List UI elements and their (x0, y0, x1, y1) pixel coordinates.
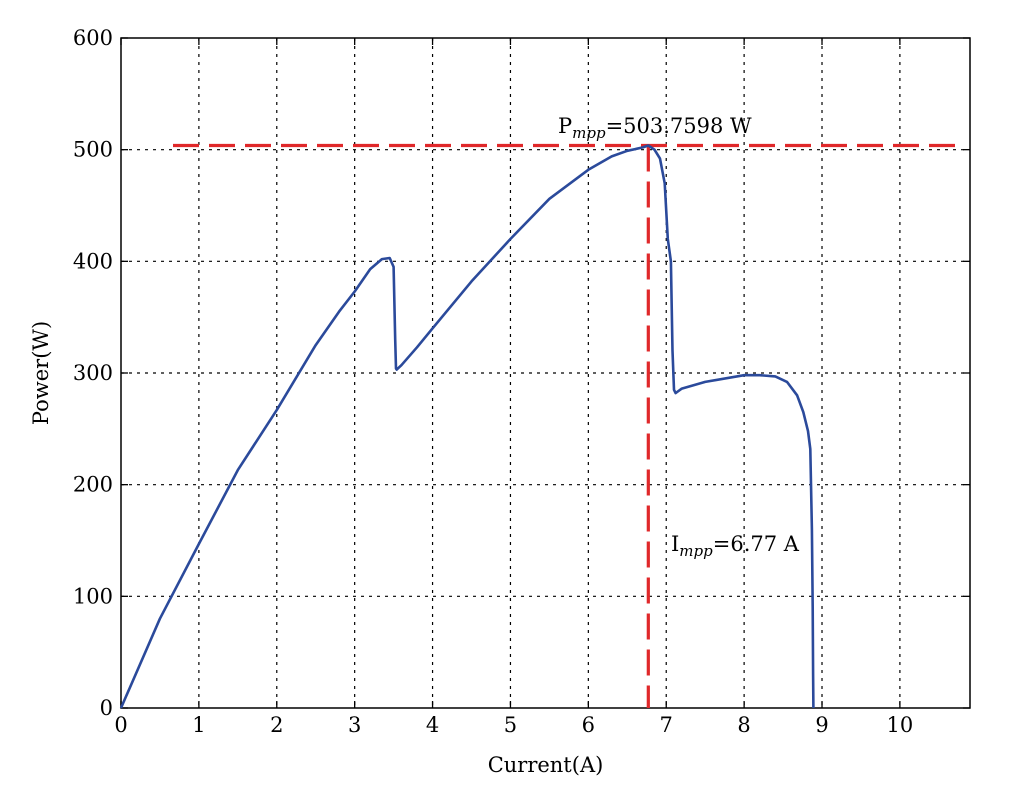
power-curve-series (119, 144, 815, 709)
y-tick-label: 600 (73, 26, 113, 50)
y-tick-label: 400 (73, 249, 113, 273)
y-tick-label: 300 (73, 361, 113, 385)
x-tick-label: 5 (504, 713, 517, 737)
x-tick-label: 2 (270, 713, 283, 737)
x-tick-label: 6 (582, 713, 595, 737)
x-tick-label: 3 (348, 713, 361, 737)
x-tick-label: 1 (192, 713, 205, 737)
x-tick-label: 4 (426, 713, 439, 737)
x-tick-label: 9 (815, 713, 828, 737)
x-axis-label: Current(A) (488, 753, 604, 777)
x-tick-label: 10 (887, 713, 914, 737)
grid-lines (121, 38, 970, 708)
axis-ticks (120, 37, 970, 709)
y-tick-label: 0 (100, 696, 113, 720)
x-tick-label: 0 (114, 713, 127, 737)
x-tick-label: 7 (660, 713, 673, 737)
x-tick-label: 8 (737, 713, 750, 737)
y-tick-label: 100 (73, 584, 113, 608)
pmpp-annotation: Pmpp=503.7598 W (558, 114, 752, 142)
y-axis-label: Power(W) (29, 321, 53, 425)
impp-annotation: Impp=6.77 A (671, 532, 800, 560)
y-tick-label: 500 (73, 138, 113, 162)
y-tick-label: 200 (73, 473, 113, 497)
